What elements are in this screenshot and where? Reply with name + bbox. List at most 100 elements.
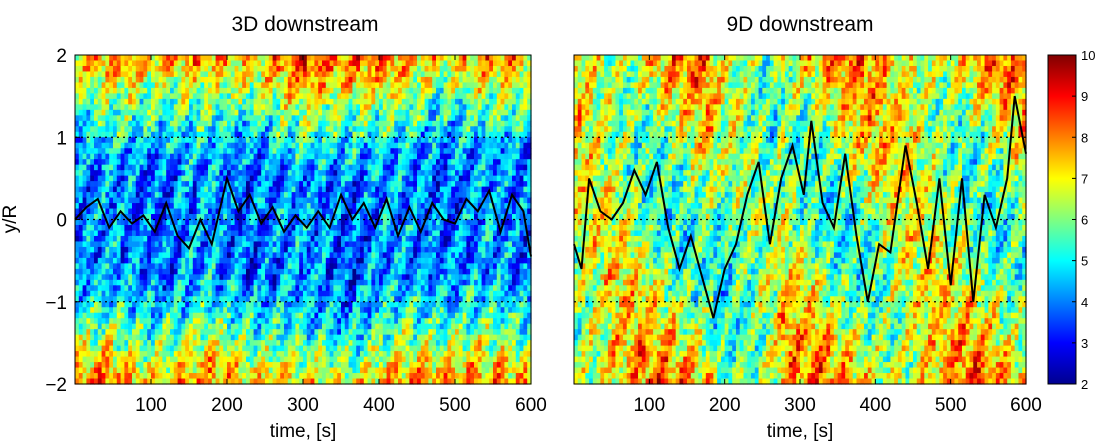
heat-cell [75, 230, 80, 237]
heat-cell [303, 219, 308, 226]
heat-cell [135, 323, 141, 330]
heat-cell [120, 120, 125, 127]
heat-cell [128, 367, 133, 374]
heat-cell [341, 142, 346, 149]
heat-cell [272, 334, 277, 341]
heat-cell [116, 192, 122, 199]
heat-cell [291, 274, 296, 281]
heat-cell [158, 131, 163, 138]
heat-cell [348, 279, 353, 286]
heat-cell [101, 76, 106, 84]
heat-cell [295, 373, 300, 380]
heat-cell [367, 367, 372, 374]
heat-cell [105, 93, 110, 100]
heat-cell [219, 208, 224, 215]
heat-cell [356, 367, 361, 374]
heat-cell [268, 334, 274, 341]
heat-cell [211, 268, 217, 275]
heat-cell [124, 367, 129, 374]
heat-cell [192, 290, 198, 297]
heat-cell [132, 274, 137, 281]
heat-cell [151, 159, 156, 166]
heat-cell [200, 257, 205, 264]
heat-cell [287, 263, 293, 270]
heat-cell [158, 246, 163, 253]
heat-cell [204, 235, 209, 243]
heat-cell [318, 307, 323, 314]
heat-cell [116, 115, 122, 122]
heat-cell [371, 329, 376, 336]
heat-cell [238, 323, 243, 330]
heat-cell [223, 142, 228, 149]
heat-cell [249, 340, 255, 347]
heat-cell [82, 87, 87, 94]
heat-cell [192, 159, 198, 166]
heat-cell [310, 142, 315, 149]
heat-cell [318, 290, 323, 297]
heat-cell [86, 367, 91, 374]
heat-cell [189, 159, 194, 166]
heat-cell [162, 329, 167, 336]
heat-cell [382, 367, 388, 374]
heat-cell [86, 98, 91, 105]
heat-cell [116, 285, 122, 292]
heat-cell [132, 82, 137, 89]
heat-cell [367, 241, 372, 248]
heat-cell [200, 192, 205, 199]
heat-cell [223, 235, 228, 243]
heat-cell [333, 203, 338, 210]
heat-cell [219, 82, 224, 89]
heat-cell [268, 301, 274, 308]
heat-cell [230, 137, 236, 144]
heat-cell [272, 131, 277, 138]
heat-cell [208, 290, 213, 297]
heat-cell [371, 373, 376, 380]
heat-cell [147, 71, 152, 78]
heat-cell [189, 252, 194, 259]
heat-cell [162, 268, 167, 275]
heat-cell [147, 142, 152, 149]
heat-cell [333, 323, 338, 330]
heat-cell [299, 230, 304, 237]
heat-cell [154, 274, 160, 281]
heat-cell [219, 153, 224, 160]
heat-cell [75, 208, 80, 215]
heat-cell [371, 93, 376, 100]
heat-cell [101, 224, 106, 232]
heat-cell [82, 367, 87, 374]
heat-cell [143, 246, 148, 253]
heat-cell [253, 203, 258, 210]
heat-cell [189, 362, 194, 369]
heat-cell [325, 104, 331, 111]
heat-cell [246, 230, 251, 237]
heat-cell [341, 98, 346, 105]
heat-cell [90, 137, 95, 144]
heat-cell [94, 55, 99, 62]
heat-cell [147, 268, 152, 275]
heat-cell [208, 378, 213, 385]
heat-cell [147, 55, 152, 62]
heat-cell [135, 378, 141, 385]
heat-cell [306, 120, 312, 127]
heat-cell [253, 285, 258, 292]
heat-cell [333, 268, 338, 275]
heat-cell [132, 356, 137, 363]
heat-cell [78, 65, 84, 73]
heat-cell [185, 340, 190, 347]
heat-cell [173, 208, 179, 215]
heat-cell [154, 76, 160, 84]
heat-cell [280, 329, 285, 336]
heat-cell [158, 290, 163, 297]
heat-cell [147, 323, 152, 330]
heat-cell [173, 65, 179, 73]
heat-cell [143, 104, 148, 111]
heat-cell [314, 323, 319, 330]
heat-cell [280, 192, 285, 199]
heat-cell [132, 214, 137, 221]
heat-cell [379, 257, 384, 264]
heat-cell [170, 356, 175, 363]
heat-cell [128, 279, 133, 286]
heat-cell [132, 181, 137, 188]
heat-cell [322, 296, 327, 303]
